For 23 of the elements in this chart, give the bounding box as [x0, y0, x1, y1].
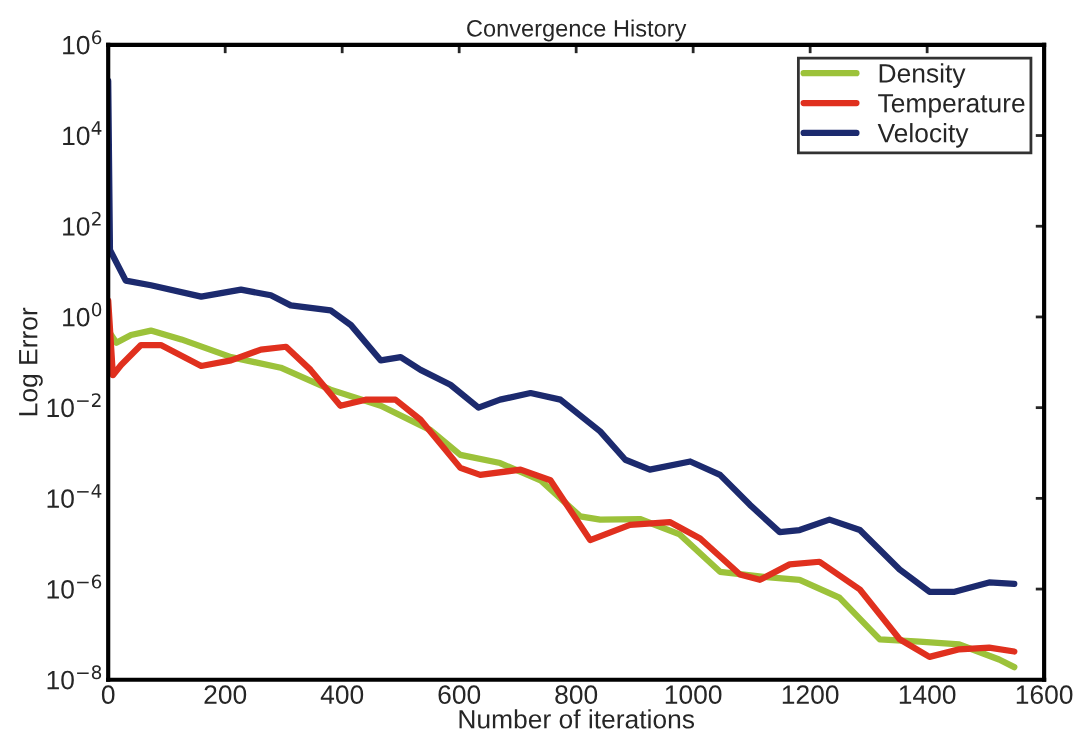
y-tick-label: 10$^{4}$: [63, 121, 102, 146]
x-tick-label: 800: [555, 685, 598, 705]
y-tick-label: 10$^{0}$: [63, 302, 102, 327]
x-axis-title: Number of iterations: [459, 709, 695, 729]
y-tick-label: 10$^{−2}$: [47, 393, 101, 418]
x-tick-label: 1000: [665, 685, 722, 705]
y-tick-label: 10$^{−6}$: [47, 574, 102, 599]
legend-label: Velocity: [877, 123, 969, 148]
x-tick-label: 1400: [899, 685, 956, 705]
y-tick-label: 10$^{−4}$: [47, 484, 102, 508]
x-tick-label: 400: [320, 685, 364, 705]
legend-label: Density: [879, 63, 966, 88]
x-tick-label: 1600: [1016, 685, 1073, 705]
y-tick-label: 10$^{6}$: [63, 30, 102, 55]
x-tick-label: 600: [438, 685, 481, 705]
legend-label: Temperature: [878, 94, 1025, 118]
x-tick-label: 1200: [782, 685, 839, 705]
x-tick-label: 0: [101, 685, 115, 705]
y-tick-label: 10$^{−8}$: [47, 665, 102, 690]
chart-title: Convergence History: [467, 19, 687, 42]
y-tick-label: 10$^{2}$: [63, 211, 101, 236]
x-tick-label: 200: [204, 685, 247, 705]
y-axis-title: Log Error: [19, 307, 43, 416]
